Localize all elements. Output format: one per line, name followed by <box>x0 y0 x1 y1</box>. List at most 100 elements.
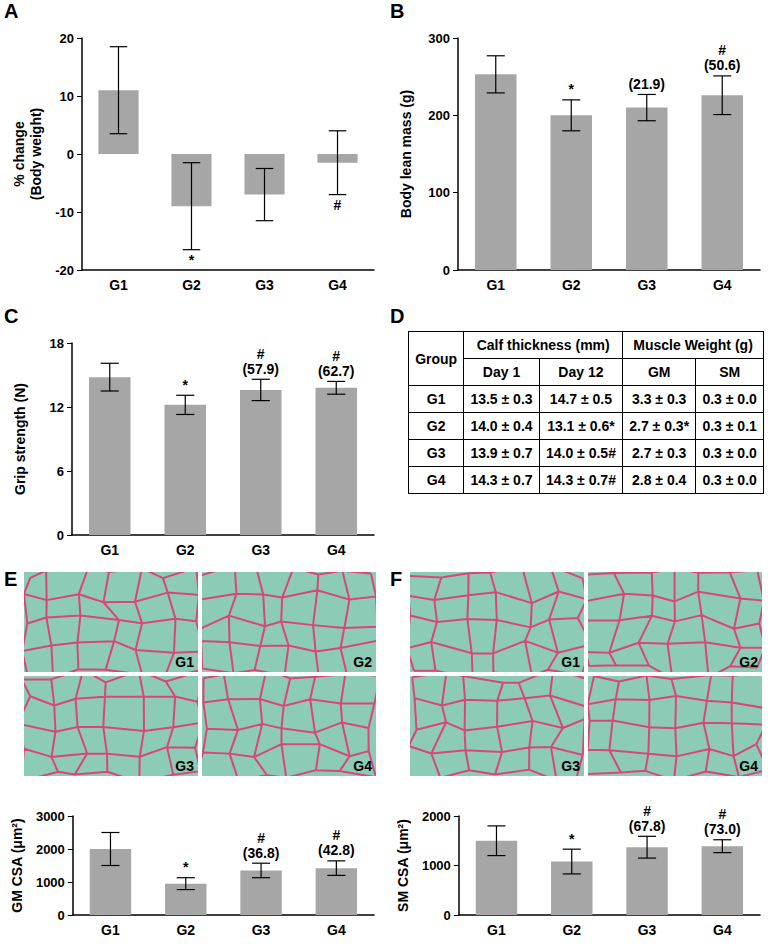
html-text:Day 12: Day 12 <box>558 364 604 380</box>
svg-text:3000: 3000 <box>36 809 65 824</box>
svg-text:G4: G4 <box>328 277 347 293</box>
svg-text:(67.8): (67.8) <box>629 818 666 834</box>
svg-text:G2: G2 <box>176 542 195 558</box>
html-text:13.5 ± 0.3: 13.5 ± 0.3 <box>470 391 533 407</box>
svg-text:*: * <box>189 252 195 268</box>
svg-text:G3: G3 <box>637 277 656 293</box>
html-text:G3: G3 <box>175 758 194 774</box>
svg-text:#: # <box>332 348 340 364</box>
svg-text:G1: G1 <box>487 922 506 938</box>
svg-text:#: # <box>257 830 265 846</box>
html-text:14.0 ± 0.5#: 14.0 ± 0.5# <box>546 445 616 461</box>
svg-text:*: * <box>183 377 189 393</box>
svg-text:G3: G3 <box>251 542 270 558</box>
html-text:G2: G2 <box>426 418 446 434</box>
html-text:14.3 ± 0.7: 14.3 ± 0.7 <box>470 472 533 488</box>
svg-text:(21.9): (21.9) <box>628 76 665 92</box>
svg-text:G1: G1 <box>101 922 120 938</box>
html-text:13.1 ± 0.6*: 13.1 ± 0.6* <box>547 418 615 434</box>
svg-text:SM CSA (μm²): SM CSA (μm²) <box>395 819 411 912</box>
svg-text:G4: G4 <box>327 542 346 558</box>
html-text:G2: G2 <box>353 654 372 670</box>
svg-text:(36.8): (36.8) <box>243 845 280 861</box>
svg-text:(42.8): (42.8) <box>318 842 355 858</box>
svg-text:G4: G4 <box>713 922 732 938</box>
html-text:14.7 ± 0.5: 14.7 ± 0.5 <box>549 391 612 407</box>
svg-text:-20: -20 <box>55 263 74 278</box>
html-text:0.3 ± 0.0: 0.3 ± 0.0 <box>702 472 757 488</box>
svg-text:0: 0 <box>444 908 451 923</box>
svg-text:#: # <box>718 42 726 58</box>
svg-text:0: 0 <box>67 147 74 162</box>
svg-text:200: 200 <box>428 108 450 123</box>
svg-text:(Body weight): (Body weight) <box>28 108 44 201</box>
svg-text:Grip strength (N): Grip strength (N) <box>12 383 28 495</box>
html-text:Muscle Weight (g): Muscle Weight (g) <box>633 337 753 353</box>
svg-text:(50.6): (50.6) <box>704 57 741 73</box>
html-text:G4: G4 <box>426 472 446 488</box>
html-text:13.9 ± 0.7: 13.9 ± 0.7 <box>470 445 533 461</box>
svg-text:G2: G2 <box>176 922 195 938</box>
html-text:G4: G4 <box>353 758 372 774</box>
svg-text:G2: G2 <box>182 277 201 293</box>
svg-text:0: 0 <box>57 528 64 543</box>
html-text:Group: Group <box>415 350 458 367</box>
html-text:G1: G1 <box>175 654 194 670</box>
svg-text:300: 300 <box>428 31 450 46</box>
svg-text:10: 10 <box>60 89 74 104</box>
svg-text:*: * <box>569 81 575 97</box>
svg-text:G3: G3 <box>638 922 657 938</box>
svg-text:6: 6 <box>57 464 64 479</box>
svg-text:*: * <box>569 831 575 847</box>
svg-text:G3: G3 <box>255 277 274 293</box>
html-text:0.3 ± 0.1: 0.3 ± 0.1 <box>702 418 757 434</box>
svg-text:Body lean mass (g): Body lean mass (g) <box>398 90 414 218</box>
svg-text:G1: G1 <box>100 542 119 558</box>
html-text:14.0 ± 0.4: 14.0 ± 0.4 <box>470 418 533 434</box>
svg-text:GM CSA (μm²): GM CSA (μm²) <box>9 818 25 912</box>
svg-text:G1: G1 <box>109 277 128 293</box>
svg-text:G3: G3 <box>252 922 271 938</box>
svg-text:G2: G2 <box>562 277 581 293</box>
svg-text:G1: G1 <box>486 277 505 293</box>
svg-text:0: 0 <box>443 263 450 278</box>
svg-text:20: 20 <box>60 31 74 46</box>
svg-text:-10: -10 <box>55 205 74 220</box>
html-text:G3: G3 <box>426 445 446 461</box>
svg-text:12: 12 <box>50 400 64 415</box>
html-text:0.3 ± 0.0: 0.3 ± 0.0 <box>702 445 757 461</box>
html-text:14.3 ± 0.7#: 14.3 ± 0.7# <box>546 472 616 488</box>
html-text:Calf thickness (mm): Calf thickness (mm) <box>476 337 610 353</box>
svg-text:#: # <box>718 806 726 822</box>
svg-text:#: # <box>332 827 340 843</box>
html-text:G2: G2 <box>739 654 758 670</box>
svg-text:100: 100 <box>428 185 450 200</box>
svg-text:(73.0): (73.0) <box>704 821 741 837</box>
svg-text:#: # <box>334 197 342 213</box>
html-text:G1: G1 <box>426 391 446 407</box>
svg-text:G4: G4 <box>713 277 732 293</box>
svg-text:(62.7): (62.7) <box>318 363 355 379</box>
svg-text:1000: 1000 <box>36 875 65 890</box>
html-text:3.3 ± 0.3: 3.3 ± 0.3 <box>632 391 687 407</box>
html-text:0.3 ± 0.0: 0.3 ± 0.0 <box>702 391 757 407</box>
svg-text:G2: G2 <box>562 922 581 938</box>
html-text:2.7 ± 0.3*: 2.7 ± 0.3* <box>629 418 690 434</box>
svg-text:*: * <box>183 859 189 875</box>
svg-text:% change: % change <box>11 121 27 187</box>
svg-text:G4: G4 <box>327 922 346 938</box>
html-text:G1: G1 <box>561 654 580 670</box>
html-text:SM: SM <box>719 364 741 380</box>
html-text:GM: GM <box>647 364 671 380</box>
svg-text:1000: 1000 <box>422 858 451 873</box>
html-text:2.7 ± 0.3: 2.7 ± 0.3 <box>632 445 687 461</box>
svg-text:2000: 2000 <box>422 809 451 824</box>
html-text:2.8 ± 0.4: 2.8 ± 0.4 <box>632 472 687 488</box>
svg-text:2000: 2000 <box>36 842 65 857</box>
svg-text:#: # <box>257 346 265 362</box>
svg-text:#: # <box>643 803 651 819</box>
svg-text:(57.9): (57.9) <box>242 361 279 377</box>
svg-text:18: 18 <box>50 336 64 351</box>
html-text:Day 1: Day 1 <box>482 364 521 380</box>
svg-text:0: 0 <box>58 908 65 923</box>
